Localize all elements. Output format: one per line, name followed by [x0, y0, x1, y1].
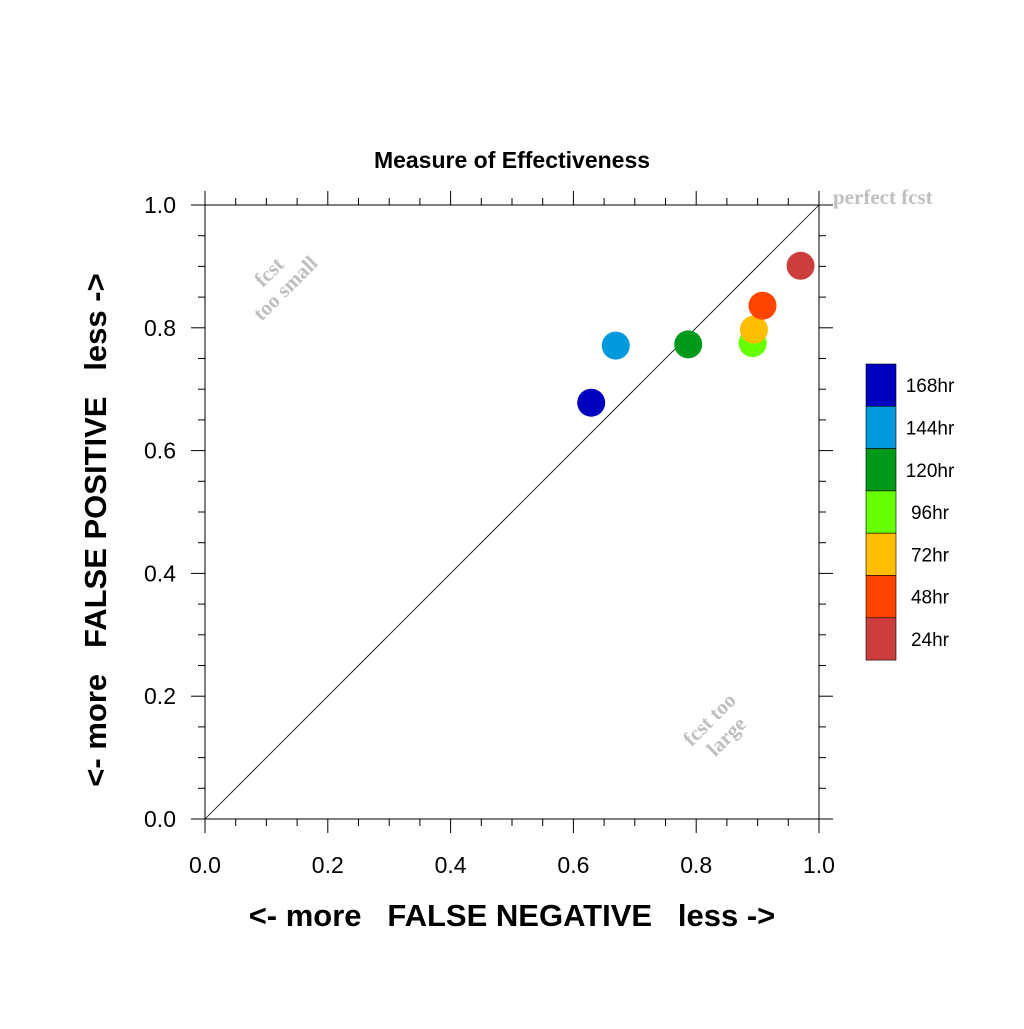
point-24hr	[786, 251, 815, 280]
data-points	[577, 251, 815, 417]
legend-label-24hr: 24hr	[911, 630, 950, 651]
axis-ticks	[191, 191, 833, 833]
point-120hr	[674, 330, 703, 359]
too-small-annotation-line-2: too small	[248, 251, 322, 325]
y-axis-label: <- more FALSE POSITIVE less ->	[78, 273, 113, 786]
y-tick-label: 0.6	[144, 438, 176, 464]
chart-title: Measure of Effectiveness	[374, 147, 650, 173]
x-tick-label: 0.0	[189, 852, 221, 878]
y-tick-label: 0.0	[144, 806, 176, 832]
legend: 168hr 144hr 120hr 96hr 72hr 48hr 24hr	[865, 363, 955, 661]
y-tick-label: 0.8	[144, 315, 176, 341]
x-tick-label: 0.8	[680, 852, 712, 878]
legend-label-144hr: 144hr	[906, 418, 955, 439]
y-tick-label: 0.4	[144, 560, 176, 586]
perfect-forecast-annotation: perfect fcst	[833, 185, 933, 209]
point-168hr	[577, 388, 606, 417]
legend-swatch-72hr	[865, 532, 897, 576]
legend-swatch-144hr	[865, 405, 897, 449]
legend-swatch-168hr	[865, 363, 897, 407]
legend-label-120hr: 120hr	[906, 461, 955, 482]
y-tick-label: 1.0	[144, 192, 176, 218]
x-tick-label: 0.6	[557, 852, 589, 878]
x-tick-label: 0.2	[312, 852, 344, 878]
y-tick-label: 0.2	[144, 683, 176, 709]
point-144hr	[601, 331, 630, 360]
point-48hr	[748, 291, 777, 320]
axis-tick-labels: 0.0 0.2 0.4 0.6 0.8 1.0 0.0 0.2 0.4 0.6 0.8 1.0	[144, 192, 835, 878]
legend-label-72hr: 72hr	[911, 545, 950, 566]
too-large-annotation: fcst too large	[678, 688, 751, 761]
point-72hr	[739, 315, 768, 344]
legend-swatch-48hr	[865, 575, 897, 619]
legend-swatch-96hr	[865, 490, 897, 534]
too-small-annotation: fcst too small	[248, 251, 322, 325]
x-tick-label: 1.0	[803, 852, 835, 878]
legend-label-96hr: 96hr	[911, 503, 950, 524]
x-tick-label: 0.4	[435, 852, 467, 878]
legend-swatch-24hr	[865, 617, 897, 661]
legend-label-48hr: 48hr	[911, 588, 950, 609]
legend-label-168hr: 168hr	[906, 376, 955, 397]
legend-swatch-120hr	[865, 448, 897, 492]
x-axis-label: <- more FALSE NEGATIVE less ->	[249, 898, 776, 933]
perfect-forecast-diagonal	[204, 204, 820, 820]
